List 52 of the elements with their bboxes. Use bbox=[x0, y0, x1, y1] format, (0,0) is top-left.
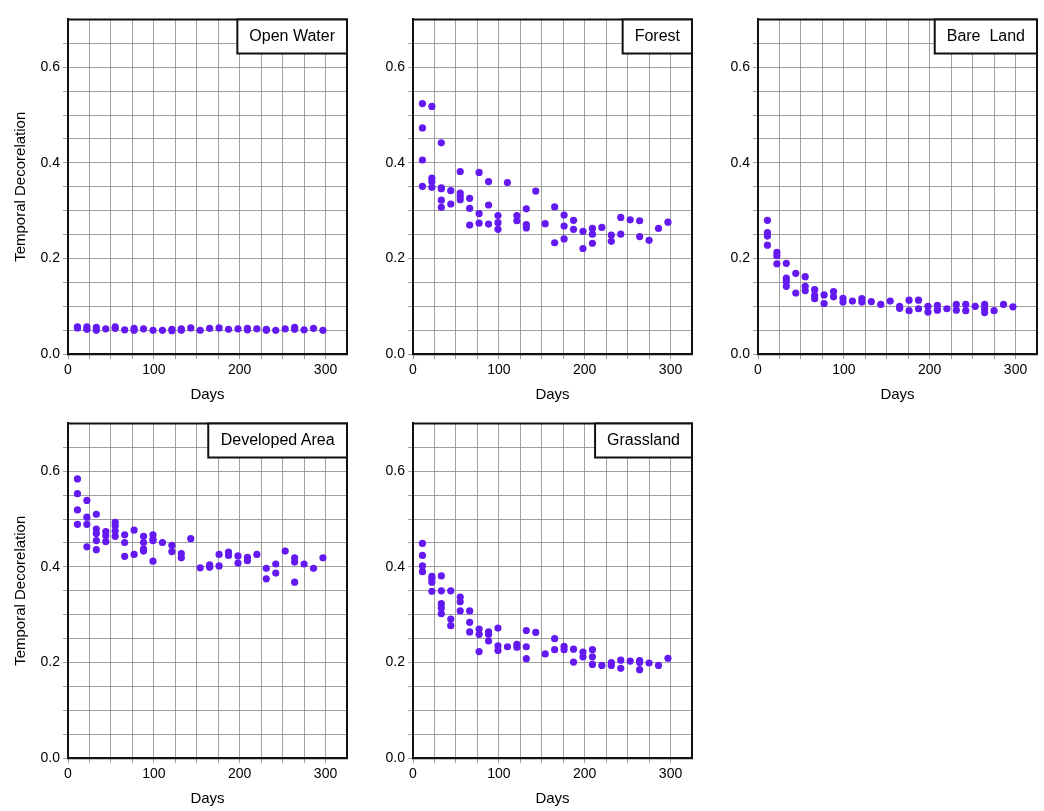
x-tick-label: 100 bbox=[487, 361, 511, 378]
y-tick-label: 0.6 bbox=[40, 462, 61, 479]
y-tick-label: 0.2 bbox=[385, 653, 406, 670]
y-tick-label: 0.4 bbox=[730, 153, 751, 170]
y-tick-label: 0.2 bbox=[40, 653, 61, 670]
x-tick-label: 200 bbox=[573, 361, 597, 378]
x-tick-label: 300 bbox=[658, 361, 683, 378]
y-tick-label: 0.6 bbox=[385, 462, 406, 479]
y-tick-label: 0.0 bbox=[385, 345, 406, 362]
y-tick-label: 0.0 bbox=[40, 345, 61, 362]
y-tick-label: 0.4 bbox=[40, 557, 61, 574]
y-tick-label: 0.0 bbox=[385, 749, 406, 766]
y-tick-label: 0.2 bbox=[385, 249, 406, 266]
x-tick-label: 300 bbox=[1003, 361, 1028, 378]
x-tick-label: 100 bbox=[832, 361, 856, 378]
y-tick-label: 0.4 bbox=[385, 557, 406, 574]
y-tick-label: 0.6 bbox=[40, 58, 61, 75]
x-axis-title: Days bbox=[535, 385, 570, 403]
x-tick-label: 300 bbox=[658, 765, 683, 782]
y-tick-label: 0.4 bbox=[385, 153, 406, 170]
x-tick-label: 300 bbox=[313, 765, 338, 782]
y-axis-title: Temporal Decorelation bbox=[11, 515, 29, 666]
x-tick-label: 200 bbox=[228, 361, 252, 378]
x-tick-label: 0 bbox=[409, 765, 418, 782]
chart-title: Open Water bbox=[249, 26, 336, 44]
y-tick-label: 0.4 bbox=[40, 153, 61, 170]
x-tick-label: 0 bbox=[64, 765, 73, 782]
x-tick-label: 300 bbox=[313, 361, 338, 378]
x-tick-label: 0 bbox=[64, 361, 73, 378]
y-tick-label: 0.6 bbox=[730, 58, 751, 75]
x-axis-title: Days bbox=[535, 789, 570, 807]
y-tick-label: 0.0 bbox=[40, 749, 61, 766]
x-tick-label: 200 bbox=[918, 361, 942, 378]
x-axis-title: Days bbox=[880, 385, 915, 403]
y-tick-label: 0.2 bbox=[730, 249, 751, 266]
y-axis-title: Temporal Decorelation bbox=[11, 111, 29, 262]
y-tick-label: 0.6 bbox=[385, 58, 406, 75]
chart-title: Developed Area bbox=[220, 430, 335, 448]
x-tick-label: 100 bbox=[142, 765, 166, 782]
y-tick-label: 0.0 bbox=[730, 345, 751, 362]
x-tick-label: 200 bbox=[573, 765, 597, 782]
x-tick-label: 0 bbox=[754, 361, 763, 378]
y-tick-label: 0.2 bbox=[40, 249, 61, 266]
x-axis-title: Days bbox=[190, 789, 225, 807]
chart-title: Grassland bbox=[607, 430, 680, 448]
x-axis-title: Days bbox=[190, 385, 225, 403]
chart-title: Forest bbox=[634, 26, 681, 44]
x-tick-label: 100 bbox=[487, 765, 511, 782]
x-tick-label: 0 bbox=[409, 361, 418, 378]
x-tick-label: 200 bbox=[228, 765, 252, 782]
chart-title: Bare Land bbox=[946, 26, 1025, 44]
x-tick-label: 100 bbox=[142, 361, 166, 378]
